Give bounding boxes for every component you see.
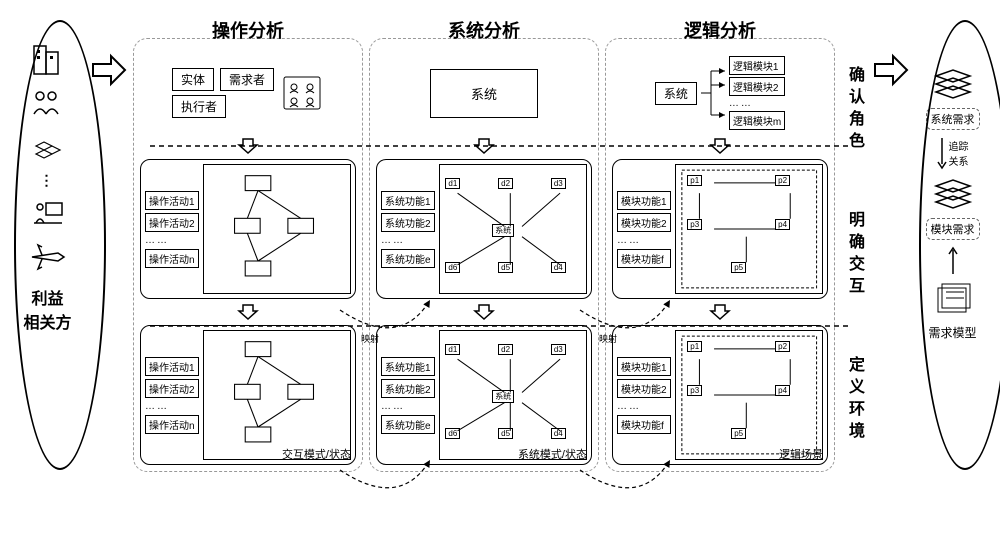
item: 模块功能f	[617, 249, 671, 268]
system-diagram: 系统 d1 d2 d3 d4 d5 d6	[439, 164, 587, 294]
tree-item: 逻辑模块2	[729, 77, 785, 96]
row1: 系统 逻辑模块1 逻辑模块2 …… 逻辑模块m	[612, 53, 828, 133]
mapping-label: 映射	[599, 332, 617, 345]
logic-diagram: p1 p2 p3 p4 p5	[675, 164, 823, 294]
down-arrow-icon	[237, 303, 259, 321]
box-entity: 实体	[172, 68, 214, 91]
tree-connector	[701, 63, 725, 123]
item: 操作活动1	[145, 191, 199, 210]
system-diagram: 系统 d1 d2 d3 d4 d5 d6	[439, 330, 587, 460]
ellipsis: ……	[617, 235, 671, 246]
item: 系统功能2	[381, 213, 435, 232]
ellipsis: ……	[145, 401, 199, 412]
item: 系统功能e	[381, 415, 435, 434]
panel-sys-3: 系统功能1 系统功能2 …… 系统功能e 系统 d1 d2 d3 d4 d5 d…	[376, 325, 592, 465]
item: 操作活动1	[145, 357, 199, 376]
flow-diagram	[203, 330, 351, 460]
row-titles: 确认角色 明确交互 定义环境	[841, 38, 867, 472]
row1: 实体 需求者 执行者	[140, 53, 356, 133]
row1: 系统	[376, 53, 592, 133]
item: 模块功能2	[617, 379, 671, 398]
box-executor: 执行者	[172, 95, 226, 118]
panel-log-2: 模块功能1 模块功能2 …… 模块功能f p1 p2 p3 p4 p5	[612, 159, 828, 299]
col-logic: 逻辑分析 系统 逻辑模块1 逻辑模块2 …… 逻辑模块m 模块功能1	[605, 38, 835, 472]
logic-diagram: p1 p2 p3 p4 p5	[675, 330, 823, 460]
main-diagram: ⋮ 利益 相关方 操作分析 实体 需求者 执行者	[10, 10, 990, 472]
tree-root: 系统	[655, 82, 697, 105]
ellipsis: ……	[381, 401, 435, 412]
output-column: 系统需求 追踪 关系 模块需求 需求模型	[915, 10, 990, 472]
item: 模块功能1	[617, 191, 671, 210]
row-title: 明确交互	[842, 211, 866, 299]
item: 系统功能e	[381, 249, 435, 268]
mapping-label: 映射	[361, 332, 379, 345]
box-system: 系统	[430, 69, 538, 118]
panel-label: 逻辑场景	[779, 446, 823, 462]
col-system: 系统分析 系统 系统功能1 系统功能2 …… 系统功能e 系统 d1 d2 d3…	[369, 38, 599, 472]
item: 模块功能1	[617, 357, 671, 376]
down-arrow-icon	[473, 137, 495, 155]
col-operation: 操作分析 实体 需求者 执行者 操作活动1 操作活动	[133, 38, 363, 472]
item: 系统功能1	[381, 357, 435, 376]
panel-label: 交互模式/状态	[282, 446, 351, 462]
box-requester: 需求者	[220, 68, 274, 91]
ellipsis: ……	[381, 235, 435, 246]
people-icon	[280, 73, 324, 113]
panel-op-3: 操作活动1 操作活动2 …… 操作活动n 交互模式/状态	[140, 325, 356, 465]
item: 操作活动2	[145, 379, 199, 398]
panel-sys-2: 系统功能1 系统功能2 …… 系统功能e 系统 d1 d2 d3 d4 d5 d…	[376, 159, 592, 299]
col-title: 系统分析	[376, 17, 592, 43]
down-arrow-icon	[237, 137, 259, 155]
panel-log-3: 模块功能1 模块功能2 …… 模块功能f p1 p2 p3 p4 p5 逻辑场景	[612, 325, 828, 465]
down-arrow-icon	[473, 303, 495, 321]
col-title: 操作分析	[140, 17, 356, 43]
row-title: 定义环境	[842, 356, 866, 444]
item: 系统功能1	[381, 191, 435, 210]
stakeholder-column: ⋮ 利益 相关方	[10, 10, 85, 472]
down-arrow-icon	[709, 303, 731, 321]
item: 操作活动n	[145, 249, 199, 268]
tree-item: 逻辑模块m	[729, 111, 785, 130]
item: 操作活动2	[145, 213, 199, 232]
big-arrow-right	[873, 10, 909, 472]
item: 模块功能2	[617, 213, 671, 232]
panel-op-2: 操作活动1 操作活动2 …… 操作活动n	[140, 159, 356, 299]
flow-diagram	[203, 164, 351, 294]
item: 操作活动n	[145, 415, 199, 434]
tree-item: 逻辑模块1	[729, 56, 785, 75]
ellipse-border	[14, 20, 106, 470]
down-arrow-icon	[709, 137, 731, 155]
ellipsis: ……	[729, 98, 785, 109]
ellipsis: ……	[617, 401, 671, 412]
item: 系统功能2	[381, 379, 435, 398]
ellipsis: ……	[145, 235, 199, 246]
analysis-columns: 操作分析 实体 需求者 执行者 操作活动1 操作活动	[133, 38, 835, 472]
panel-label: 系统模式/状态	[518, 446, 587, 462]
col-title: 逻辑分析	[612, 17, 828, 43]
item: 模块功能f	[617, 415, 671, 434]
row-title: 确认角色	[842, 66, 866, 154]
ellipse-border	[919, 20, 1000, 470]
